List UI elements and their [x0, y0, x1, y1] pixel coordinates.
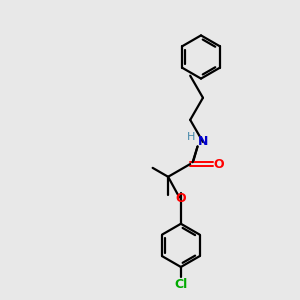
Text: Cl: Cl	[174, 278, 188, 291]
Text: H: H	[188, 133, 196, 142]
Text: N: N	[198, 136, 208, 148]
Text: O: O	[213, 158, 224, 170]
Text: O: O	[176, 192, 186, 206]
